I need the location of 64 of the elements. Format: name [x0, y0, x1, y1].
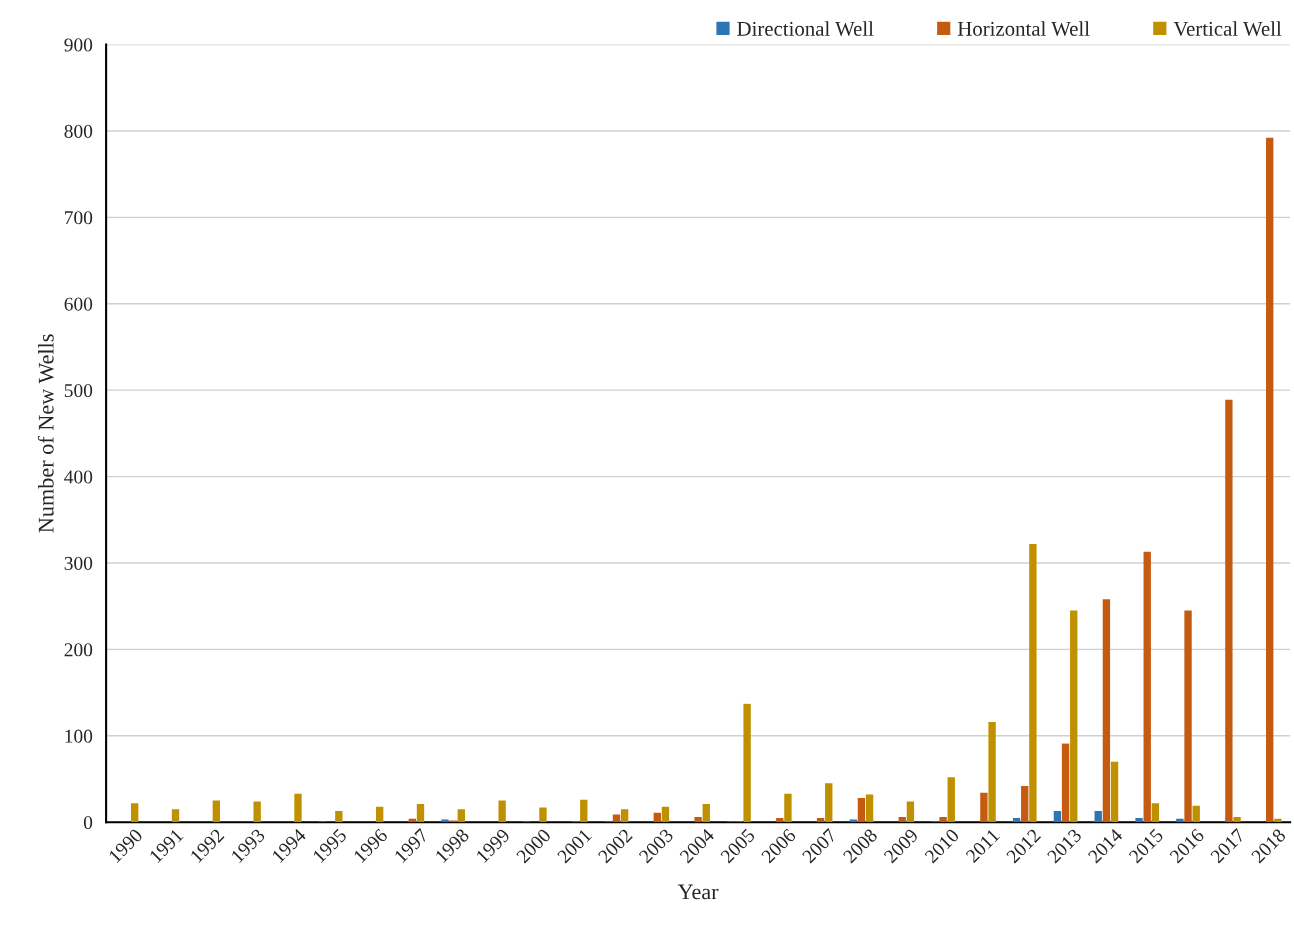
- y-axis-title: Number of New Wells: [37, 334, 54, 533]
- y-tick-label: 200: [64, 643, 93, 657]
- bar: [1102, 599, 1111, 823]
- bar: [825, 783, 833, 823]
- bar: [620, 809, 629, 823]
- bar: [1184, 610, 1192, 823]
- bar: [947, 777, 955, 823]
- bar: [865, 794, 874, 823]
- y-tick-label: 300: [64, 556, 93, 570]
- bar: [1266, 137, 1274, 823]
- bar: [1094, 810, 1102, 823]
- bar: [784, 793, 792, 823]
- y-tick-label: 400: [64, 470, 93, 484]
- bar: [416, 804, 425, 823]
- bar: [988, 721, 996, 823]
- bar: [898, 817, 906, 823]
- x-axis-title: Year: [677, 884, 719, 900]
- y-tick-label: 800: [64, 124, 93, 138]
- bar: [1029, 543, 1037, 823]
- bar: [1192, 805, 1200, 823]
- y-tick-label: 900: [64, 38, 93, 52]
- bar: [212, 800, 221, 823]
- bar: [661, 806, 670, 823]
- y-tick-label: 500: [64, 383, 93, 398]
- legend-label: Horizontal Well: [957, 21, 1090, 36]
- bar: [1135, 817, 1143, 823]
- bar: [1233, 817, 1241, 823]
- bar: [980, 792, 988, 823]
- bar: [457, 809, 465, 823]
- legend-label: Directional Well: [737, 21, 874, 36]
- bar: [171, 809, 180, 823]
- bar: [1151, 803, 1160, 823]
- y-tick-label: 700: [65, 211, 93, 225]
- bar: [1053, 810, 1062, 823]
- y-tick-label: 0: [83, 816, 93, 830]
- bar: [498, 800, 506, 823]
- bar: [612, 814, 621, 823]
- legend-label: Vertical Well: [1173, 21, 1282, 36]
- bar: [1225, 399, 1233, 823]
- bar: [939, 817, 947, 823]
- bar: [857, 798, 866, 823]
- bar: [294, 793, 302, 823]
- bar: [539, 807, 547, 823]
- bar: [743, 703, 751, 823]
- bar: [580, 799, 588, 823]
- bar: [253, 801, 261, 823]
- bar: [906, 801, 915, 823]
- bar: [1176, 818, 1184, 823]
- bar: [375, 806, 384, 823]
- bar: [1143, 551, 1151, 823]
- x-tick-label: 2011: [965, 828, 1001, 864]
- bar: [1021, 785, 1029, 823]
- bar: [1061, 743, 1070, 823]
- bar: [335, 810, 343, 823]
- bar: [653, 812, 661, 823]
- bar: [131, 803, 139, 823]
- y-tick-label: 100: [65, 729, 93, 743]
- bar: [694, 817, 702, 823]
- bar: [702, 804, 710, 823]
- bar: [1070, 610, 1078, 823]
- bar: [1110, 761, 1119, 823]
- y-tick-label: 600: [64, 297, 93, 311]
- bar: [1274, 818, 1282, 823]
- x-tick-label: 1991: [149, 828, 184, 864]
